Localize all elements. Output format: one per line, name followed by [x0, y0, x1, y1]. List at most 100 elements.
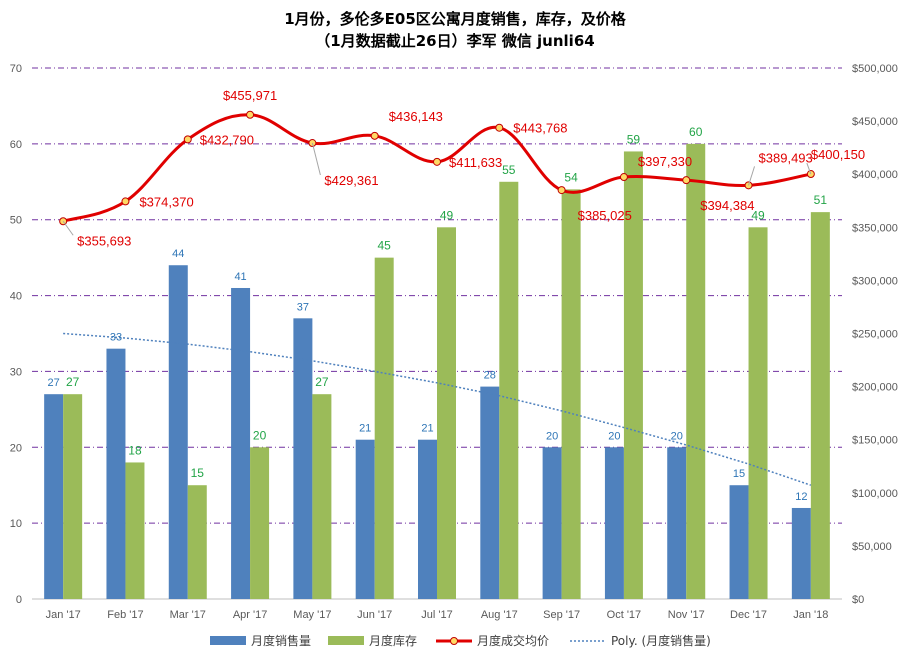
data-label-price: $400,150 — [811, 147, 865, 162]
x-tick-label: Oct '17 — [607, 609, 642, 621]
data-label-stock: 59 — [627, 132, 641, 146]
bar-stock — [499, 181, 519, 600]
data-label-price: $432,790 — [200, 132, 254, 147]
y-right-tick-label: $0 — [852, 594, 864, 606]
data-label-price: $429,361 — [324, 173, 378, 188]
data-label-sales: 20 — [546, 430, 558, 442]
y-left-tick-label: 40 — [10, 291, 22, 303]
legend-swatch-stock — [328, 636, 364, 645]
price-label-leader — [806, 162, 812, 175]
data-label-price: $436,143 — [389, 109, 443, 124]
trendline-sales — [63, 332, 812, 486]
x-tick-label: Jul '17 — [421, 609, 452, 621]
data-label-stock: 27 — [66, 375, 80, 389]
data-label-sales: 27 — [48, 377, 60, 389]
y-right-tick-label: $350,000 — [852, 222, 898, 234]
bar-sales — [542, 447, 562, 599]
bar-sales — [106, 348, 126, 599]
data-label-sales: 28 — [484, 370, 496, 382]
data-label-sales: 20 — [671, 430, 683, 442]
data-label-price: $443,768 — [513, 121, 567, 136]
bar-stock — [748, 227, 768, 600]
bar-sales — [355, 439, 375, 599]
bar-sales — [791, 507, 811, 599]
bar-stock — [63, 394, 83, 599]
legend-swatch-price-marker — [450, 637, 458, 645]
legend-label-price: 月度成交均价 — [477, 633, 549, 648]
data-label-price: $394,384 — [700, 198, 754, 213]
price-marker — [370, 131, 379, 140]
x-tick-label: Nov '17 — [668, 609, 705, 621]
y-right-tick-label: $200,000 — [852, 382, 898, 394]
y-left-tick-label: 70 — [10, 63, 22, 75]
data-label-sales: 44 — [172, 248, 184, 260]
bar-sales — [729, 485, 749, 599]
x-tick-label: Apr '17 — [233, 609, 268, 621]
data-label-stock: 45 — [378, 239, 392, 253]
chart-title-line2: （1月数据截止26日）李军 微信 junli64 — [315, 32, 595, 50]
bar-sales — [480, 386, 500, 599]
data-label-price: $385,025 — [578, 208, 632, 223]
data-label-sales: 15 — [733, 468, 745, 480]
bar-sales — [418, 439, 437, 599]
data-label-sales: 21 — [421, 423, 433, 435]
y-right-tick-label: $150,000 — [852, 435, 898, 447]
data-label-sales: 21 — [359, 423, 371, 435]
data-label-stock: 55 — [502, 163, 516, 177]
y-left-tick-label: 30 — [10, 366, 22, 378]
y-right-tick-label: $250,000 — [852, 329, 898, 341]
x-tick-label: Dec '17 — [730, 609, 767, 621]
y-left-tick-label: 60 — [10, 139, 22, 151]
y-left-tick-label: 0 — [16, 594, 22, 606]
bar-stock — [437, 227, 456, 600]
price-marker — [682, 176, 691, 185]
bar-stock — [810, 212, 830, 599]
x-tick-label: Sep '17 — [543, 609, 580, 621]
legend-label-stock: 月度库存 — [369, 633, 417, 648]
data-label-price: $389,493 — [759, 150, 813, 165]
bar-sales — [604, 447, 624, 599]
chart-title: 1月份，多伦多E05区公寓月度销售，库存，及价格 （1月数据截止26日）李军 微… — [0, 8, 910, 52]
y-right-tick-label: $300,000 — [852, 275, 898, 287]
data-label-stock: 15 — [191, 466, 205, 480]
bar-stock — [125, 462, 145, 599]
data-label-stock: 20 — [253, 428, 267, 442]
y-right-tick-label: $400,000 — [852, 169, 898, 181]
bar-stock — [312, 394, 332, 599]
y-right-tick-label: $500,000 — [852, 63, 898, 75]
bar-stock — [561, 189, 581, 599]
chart-title-line1: 1月份，多伦多E05区公寓月度销售，库存，及价格 — [284, 10, 626, 28]
data-label-sales: 37 — [297, 301, 309, 313]
bar-stock — [250, 447, 270, 599]
bar-sales — [293, 318, 313, 599]
bar-stock — [374, 257, 394, 599]
bar-sales — [231, 287, 251, 599]
bar-stock — [623, 151, 643, 599]
y-left-tick-label: 10 — [10, 518, 22, 530]
bar-stock — [686, 143, 706, 599]
data-label-sales: 12 — [795, 491, 807, 503]
bar-sales — [667, 447, 687, 599]
data-label-price: $397,330 — [638, 154, 692, 169]
x-tick-label: Jun '17 — [357, 609, 392, 621]
data-label-price: $374,370 — [139, 194, 193, 209]
price-label-leader — [62, 220, 74, 236]
x-tick-label: Feb '17 — [107, 609, 143, 621]
data-label-stock: 51 — [814, 193, 828, 207]
price-marker — [121, 197, 130, 206]
data-label-price: $411,633 — [449, 155, 502, 170]
data-label-stock: 18 — [128, 443, 142, 457]
price-label-leader — [311, 142, 321, 176]
bar-sales — [44, 394, 64, 599]
data-label-sales: 20 — [608, 430, 620, 442]
x-tick-label: May '17 — [293, 609, 331, 621]
y-right-tick-label: $50,000 — [852, 541, 892, 553]
data-label-price: $355,693 — [77, 233, 131, 248]
data-label-stock: 54 — [564, 170, 578, 184]
legend-swatch-sales — [210, 636, 246, 645]
y-left-tick-label: 20 — [10, 442, 22, 454]
y-left-tick-label: 50 — [10, 215, 22, 227]
price-marker — [619, 173, 628, 182]
